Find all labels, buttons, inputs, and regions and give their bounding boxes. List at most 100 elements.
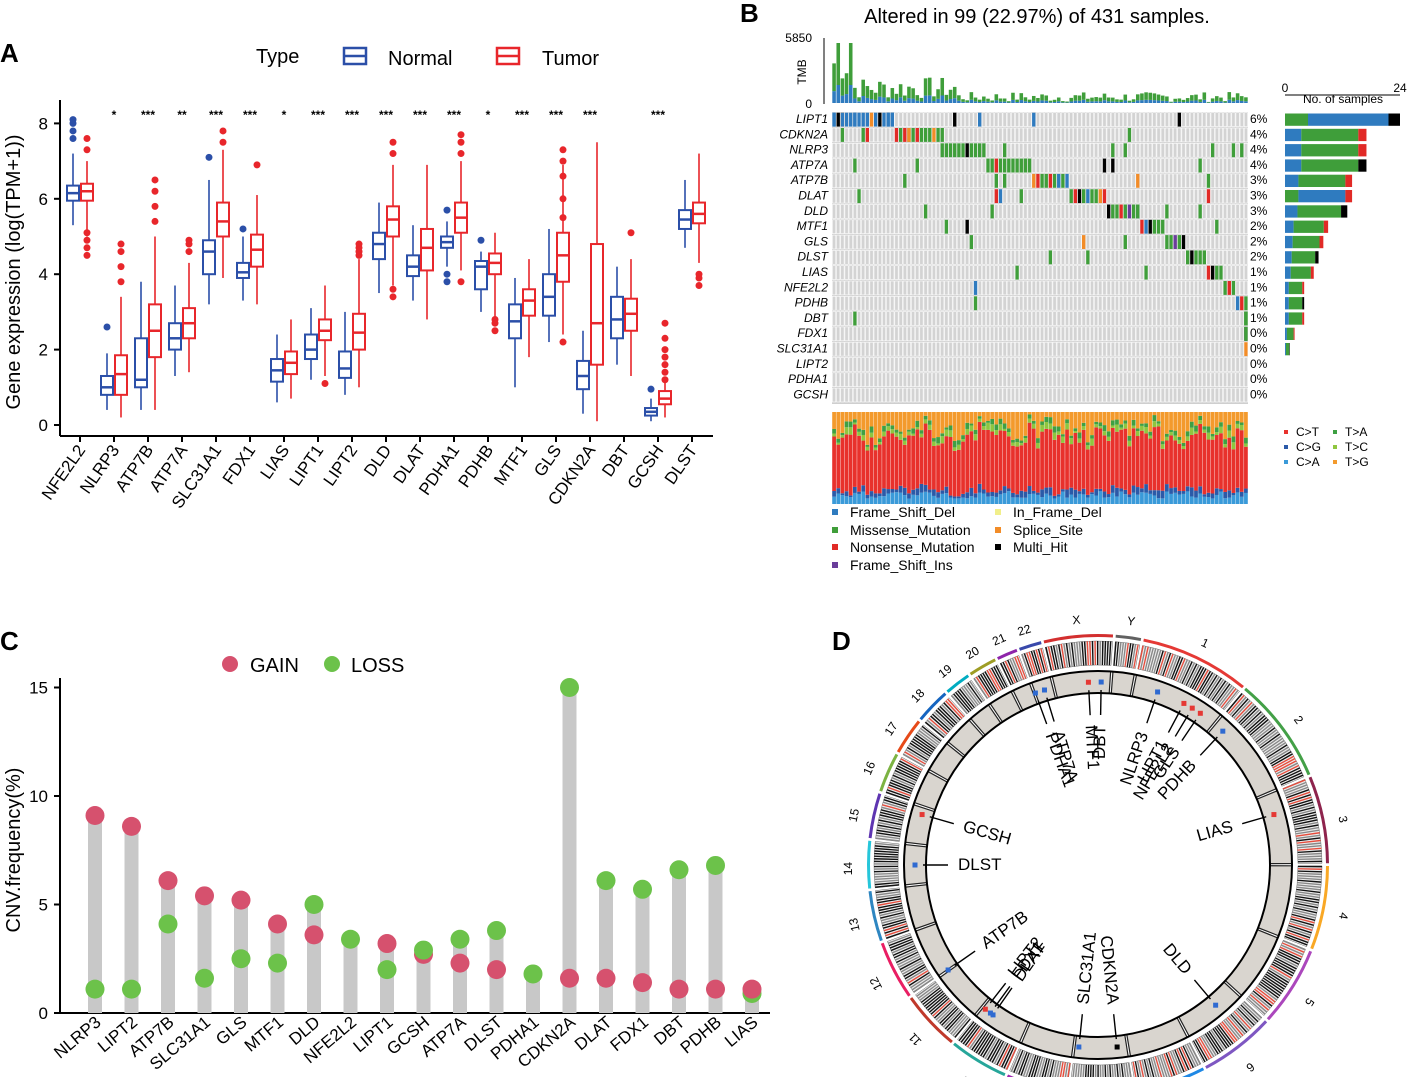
titv-segment: [848, 434, 853, 496]
oncoplot-cell: [1056, 265, 1061, 280]
oncoplot-cell: [1152, 204, 1157, 219]
chromosome-band: [878, 819, 903, 826]
significance-marker: ***: [141, 108, 155, 122]
oncoplot-cell: [1035, 158, 1040, 173]
titv-segment: [981, 412, 986, 423]
oncoplot-cell: [1160, 188, 1165, 204]
oncoplot-cell: [1210, 311, 1215, 326]
chromosome-band: [1214, 1026, 1230, 1048]
oncoplot-cell: [952, 280, 957, 296]
oncoplot-cell: [1052, 326, 1057, 342]
oncoplot-cell: [1218, 280, 1223, 296]
chromosome-band: [1290, 803, 1314, 812]
oncoplot-cell: [986, 311, 990, 326]
oncoplot-cell: [1027, 219, 1032, 235]
titv-segment: [1061, 434, 1065, 437]
oncoplot-cell: [836, 173, 841, 189]
titv-legend-label: C>A: [1296, 455, 1320, 469]
oncoplot-cell: [1185, 311, 1190, 326]
oncoplot-cell: [1085, 372, 1090, 387]
titv-segment: [1127, 440, 1132, 447]
oncoplot-cell: [906, 311, 911, 326]
legend-loss-label: LOSS: [351, 655, 404, 677]
tmb-bar-segment: [919, 97, 924, 102]
titv-segment: [965, 498, 970, 504]
titv-segment: [998, 424, 1003, 431]
oncoplot-cell: [1094, 311, 1099, 326]
oncoplot-cell: [919, 112, 924, 127]
oncoplot-cell: [1019, 387, 1024, 403]
titv-segment: [1135, 436, 1140, 488]
titv-segment: [957, 496, 961, 499]
oncoplot-cell: [1010, 204, 1015, 219]
chromosome-band: [941, 1007, 959, 1026]
oncoplot-cell: [1127, 326, 1132, 342]
normal-box: [610, 295, 624, 340]
titv-segment: [1094, 421, 1099, 425]
chromosome-band: [1184, 1044, 1197, 1067]
normal-box: [100, 374, 114, 396]
chromosome-band: [1287, 927, 1311, 936]
oncoplot-cell: [1106, 112, 1111, 127]
chromosome-band: [1065, 643, 1071, 668]
chromosome-band: [874, 842, 900, 847]
oncoplot-cell: [952, 204, 957, 219]
chromosome-band: [946, 1012, 964, 1032]
oncoplot-cell: [981, 112, 986, 127]
chromosome-band: [1049, 1059, 1055, 1077]
significance-marker: ***: [379, 108, 393, 122]
chromosome-band: [874, 860, 899, 863]
oncoplot-cell: [1002, 127, 1007, 143]
chromosome-band: [876, 829, 901, 835]
titv-segment: [873, 450, 878, 494]
oncoplot-cell: [898, 173, 903, 189]
chromosome-band: [1156, 1055, 1165, 1077]
titv-segment: [1036, 438, 1040, 443]
chromosome-band: [1153, 649, 1162, 674]
normal-outlier: [69, 134, 77, 142]
oncoplot-cell: [986, 326, 990, 342]
chromosome-band: [883, 923, 907, 932]
titv-segment: [936, 437, 940, 444]
chromosome-band: [882, 801, 907, 810]
oncoplot-cell: [927, 357, 932, 372]
titv-segment: [973, 434, 978, 441]
chromosome-band: [888, 936, 912, 947]
tumor-outlier: [117, 240, 125, 248]
oncoplot-cell: [852, 280, 857, 296]
oncoplot-cell: [1223, 326, 1228, 342]
titv-segment: [1015, 438, 1019, 443]
titv-segment: [1198, 415, 1203, 421]
variant-legend-swatch: [995, 509, 1001, 515]
oncoplot-mutation-cell: [1244, 311, 1248, 326]
titv-segment: [986, 422, 990, 430]
oncoplot-cell: [969, 250, 974, 265]
titv-segment: [861, 429, 866, 435]
oncoplot-cell: [865, 219, 870, 235]
chromosome-band: [1278, 769, 1302, 782]
titv-segment: [1239, 430, 1244, 492]
oncoplot-cell: [890, 295, 895, 311]
oncoplot-mutation-cell: [923, 128, 928, 142]
side-bar-segment: [1308, 113, 1389, 126]
oncoplot-cell: [1081, 341, 1086, 357]
titv-segment: [1019, 412, 1024, 441]
oncoplot-cell: [952, 173, 957, 189]
oncoplot-cell: [1181, 112, 1186, 127]
oncoplot-cell: [944, 204, 949, 219]
oncoplot-cell: [1227, 127, 1232, 143]
chromosome-arc: [896, 720, 921, 753]
oncoplot-cell: [1085, 173, 1090, 189]
oncoplot-cell: [944, 127, 949, 143]
titv-segment: [1015, 412, 1019, 439]
oncoplot-cell: [1131, 173, 1136, 189]
oncoplot-cell: [965, 204, 970, 219]
oncoplot-cell: [1114, 188, 1119, 204]
chromosome-band: [918, 729, 939, 746]
chromosome-band: [1089, 1064, 1092, 1077]
oncoplot-cell: [902, 265, 907, 280]
oncoplot-cell: [1027, 250, 1032, 265]
chromosome-band: [943, 702, 961, 721]
titv-segment: [857, 493, 861, 504]
oncoplot-cell: [944, 158, 949, 173]
